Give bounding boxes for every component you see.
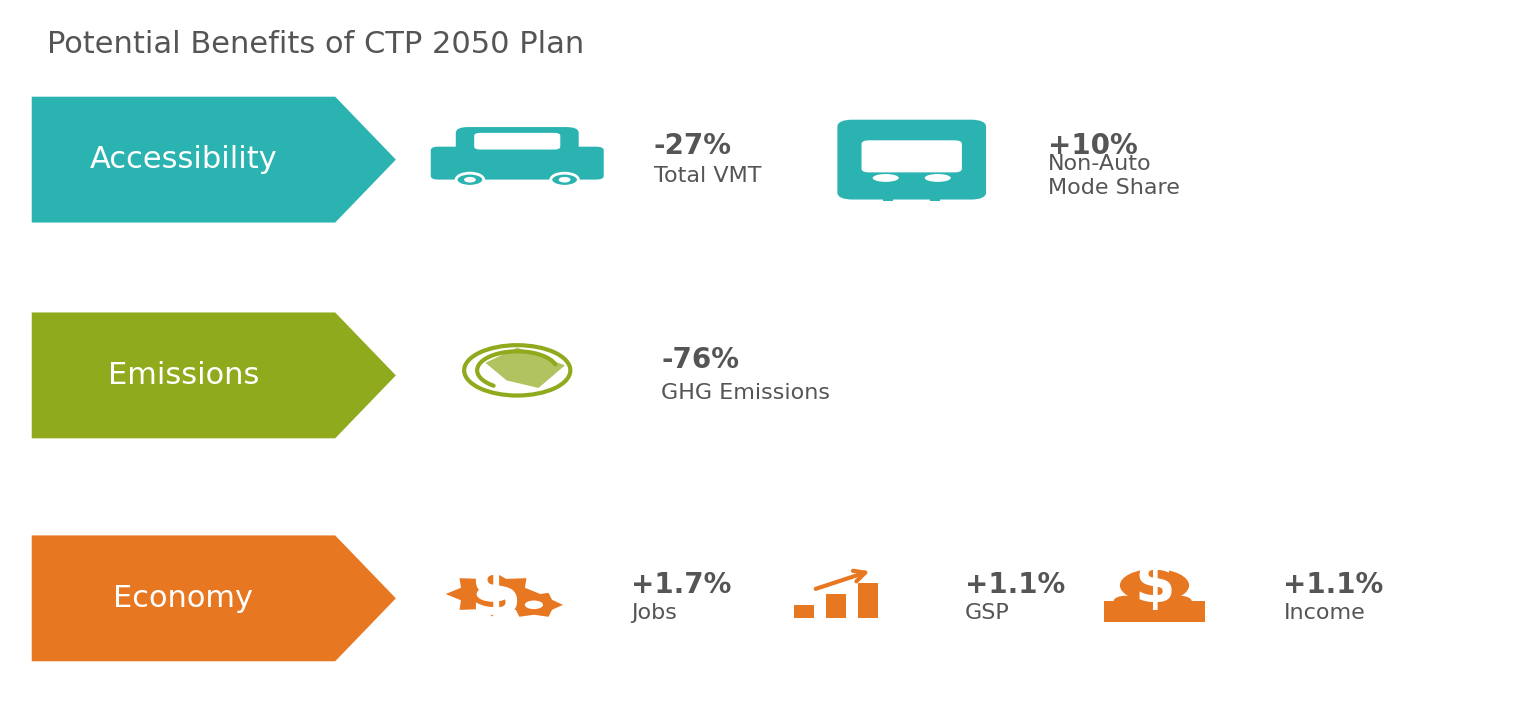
Polygon shape [32, 536, 395, 661]
Circle shape [1132, 596, 1155, 607]
Circle shape [477, 586, 509, 602]
Polygon shape [505, 593, 562, 617]
Bar [857, 583, 877, 618]
Bar [883, 191, 892, 201]
Circle shape [464, 177, 476, 183]
Text: Non-Auto
Mode Share: Non-Auto Mode Share [1049, 155, 1180, 198]
Text: +1.1%: +1.1% [965, 571, 1066, 599]
Text: +10%: +10% [1049, 131, 1138, 160]
Text: Economy: Economy [114, 584, 254, 613]
Text: Accessibility: Accessibility [90, 145, 277, 174]
Bar [930, 191, 941, 201]
Circle shape [550, 173, 579, 186]
Circle shape [1151, 596, 1173, 607]
Text: -27%: -27% [654, 131, 731, 160]
Circle shape [524, 601, 543, 609]
Ellipse shape [924, 174, 952, 182]
Polygon shape [32, 97, 395, 222]
Polygon shape [32, 313, 395, 438]
Circle shape [456, 173, 483, 186]
Polygon shape [1105, 601, 1204, 622]
Text: Total VMT: Total VMT [654, 166, 762, 186]
FancyBboxPatch shape [456, 127, 579, 160]
FancyBboxPatch shape [474, 133, 561, 149]
FancyBboxPatch shape [892, 122, 932, 131]
FancyBboxPatch shape [430, 147, 603, 180]
Text: GHG Emissions: GHG Emissions [661, 383, 830, 403]
Bar [825, 594, 845, 618]
Circle shape [1169, 596, 1192, 607]
Text: $: $ [468, 558, 521, 631]
FancyBboxPatch shape [838, 120, 986, 199]
PathPatch shape [485, 348, 565, 388]
Text: Income: Income [1283, 604, 1365, 623]
Circle shape [1114, 596, 1137, 607]
Text: +1.1%: +1.1% [1283, 571, 1383, 599]
Text: Jobs: Jobs [631, 604, 676, 623]
Circle shape [1120, 569, 1189, 602]
Text: GSP: GSP [965, 604, 1009, 623]
Circle shape [559, 177, 570, 183]
Text: -76%: -76% [661, 347, 739, 374]
Text: $: $ [1134, 557, 1175, 614]
Bar [793, 605, 815, 618]
Text: Emissions: Emissions [108, 361, 258, 390]
FancyBboxPatch shape [862, 140, 962, 173]
Polygon shape [445, 572, 540, 617]
Text: +1.7%: +1.7% [631, 571, 731, 599]
Text: Potential Benefits of CTP 2050 Plan: Potential Benefits of CTP 2050 Plan [47, 30, 584, 59]
Ellipse shape [872, 174, 898, 182]
